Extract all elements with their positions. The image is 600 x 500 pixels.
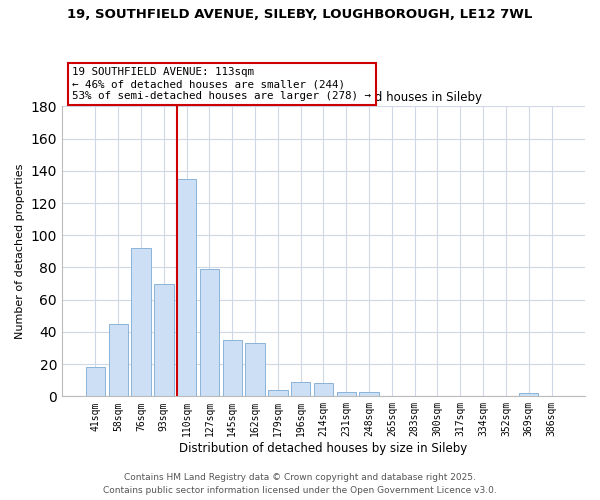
Text: 19, SOUTHFIELD AVENUE, SILEBY, LOUGHBOROUGH, LE12 7WL: 19, SOUTHFIELD AVENUE, SILEBY, LOUGHBORO… [67, 8, 533, 20]
Bar [131, 248, 151, 396]
Text: Contains HM Land Registry data © Crown copyright and database right 2025.
Contai: Contains HM Land Registry data © Crown c… [103, 474, 497, 495]
Bar [177, 179, 196, 396]
Bar [314, 384, 333, 396]
Title: Size of property relative to detached houses in Sileby: Size of property relative to detached ho… [165, 91, 482, 104]
Bar [359, 392, 379, 396]
Bar [519, 393, 538, 396]
Bar [337, 392, 356, 396]
Bar [223, 340, 242, 396]
Bar [200, 269, 219, 396]
Bar [86, 368, 105, 396]
X-axis label: Distribution of detached houses by size in Sileby: Distribution of detached houses by size … [179, 442, 467, 455]
Text: 19 SOUTHFIELD AVENUE: 113sqm
← 46% of detached houses are smaller (244)
53% of s: 19 SOUTHFIELD AVENUE: 113sqm ← 46% of de… [73, 68, 371, 100]
Bar [291, 382, 310, 396]
Bar [109, 324, 128, 396]
Bar [154, 284, 173, 397]
Bar [268, 390, 287, 396]
Y-axis label: Number of detached properties: Number of detached properties [15, 164, 25, 339]
Bar [245, 343, 265, 396]
